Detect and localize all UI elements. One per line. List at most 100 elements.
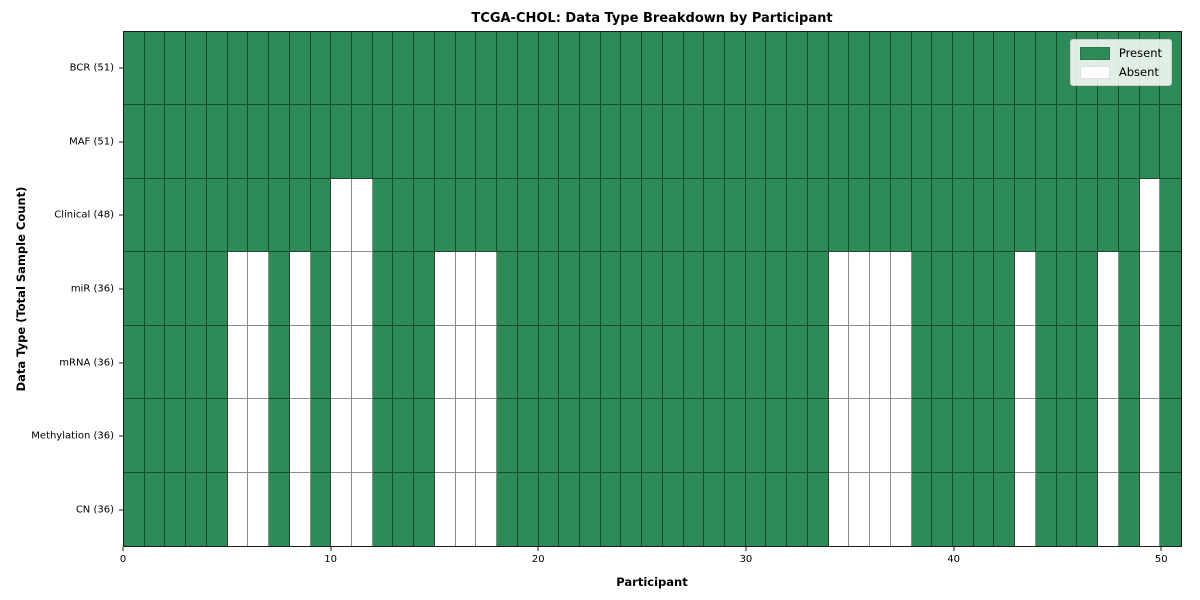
heatmap-cell (932, 472, 954, 546)
heatmap-cell (186, 105, 207, 179)
heatmap-cell (476, 325, 498, 400)
heatmap-cell (538, 178, 560, 253)
y-tick-label: miR (36) (70, 283, 114, 295)
heatmap-cell (600, 252, 622, 326)
heatmap-cell (932, 178, 954, 253)
y-tick-label: MAF (51) (69, 136, 114, 148)
heatmap-cell (911, 178, 933, 253)
heatmap-cell (1139, 472, 1161, 546)
heatmap-cell (1035, 252, 1057, 326)
legend-swatch-present (1079, 46, 1110, 60)
heatmap-cell (227, 105, 249, 179)
heatmap-cell (579, 472, 601, 546)
x-axis-label: Participant (616, 575, 688, 589)
heatmap-cell (787, 325, 808, 400)
heatmap-cell (165, 105, 187, 179)
heatmap-cell (1098, 178, 1119, 253)
heatmap-cell (807, 32, 829, 106)
heatmap-cell (310, 325, 332, 400)
heatmap-cell (227, 32, 249, 106)
heatmap-cell (683, 399, 705, 473)
heatmap-cell (600, 472, 622, 546)
heatmap-cell (1056, 472, 1078, 546)
heatmap-cell (1139, 178, 1161, 253)
heatmap-cell (517, 252, 539, 326)
heatmap-cell (497, 325, 518, 400)
heatmap-cell (911, 32, 933, 106)
y-tick-mark (119, 509, 123, 511)
heatmap-cell (269, 105, 290, 179)
heatmap-cell (393, 472, 415, 546)
heatmap-cell (434, 325, 456, 400)
heatmap-cell (1056, 252, 1078, 326)
heatmap-cell (807, 472, 829, 546)
heatmap-cell (953, 252, 974, 326)
heatmap-cell (372, 399, 394, 473)
heatmap-cell (455, 252, 477, 326)
y-tick-mark (119, 141, 123, 143)
heatmap-cell (973, 105, 995, 179)
heatmap-cell (787, 32, 808, 106)
heatmap-cell (1098, 472, 1119, 546)
heatmap-cell (538, 325, 560, 400)
heatmap-cell (1035, 472, 1057, 546)
heatmap-cell (973, 399, 995, 473)
heatmap-cell (600, 32, 622, 106)
x-tick-mark (330, 547, 332, 551)
heatmap-cell (1139, 252, 1161, 326)
heatmap-cell (1098, 399, 1119, 473)
heatmap-cell (932, 32, 954, 106)
heatmap-cell (559, 325, 580, 400)
heatmap-cell (870, 325, 891, 400)
heatmap-cell (766, 105, 788, 179)
heatmap-cell (745, 32, 767, 106)
legend-label: Absent (1118, 65, 1159, 79)
heatmap-cell (393, 105, 415, 179)
heatmap-cell (704, 32, 726, 106)
heatmap-cell (310, 105, 332, 179)
heatmap-cell (1118, 252, 1140, 326)
heatmap-cell (144, 399, 166, 473)
legend-swatch-absent (1079, 65, 1110, 79)
heatmap-cell (787, 472, 808, 546)
y-axis-ticks: BCR (51) MAF (51) Clinical (48) miR (36) mRN… (0, 31, 123, 547)
heatmap-cell (372, 252, 394, 326)
heatmap-cell (704, 178, 726, 253)
y-tick-mark (119, 362, 123, 364)
heatmap-cell (1015, 105, 1036, 179)
heatmap-cell (1015, 178, 1036, 253)
heatmap-cell (579, 32, 601, 106)
heatmap-cell (1098, 252, 1119, 326)
heatmap-cell (1139, 399, 1161, 473)
heatmap-cell (828, 399, 850, 473)
heatmap-cell (331, 105, 352, 179)
heatmap-cell (124, 325, 145, 400)
heatmap-cell (1160, 325, 1181, 400)
heatmap-cell (621, 178, 643, 253)
heatmap-cell (1160, 105, 1181, 179)
heatmap-cell (828, 252, 850, 326)
heatmap-cell (973, 32, 995, 106)
heatmap-cell (1035, 325, 1057, 400)
heatmap-cell (538, 252, 560, 326)
heatmap-cell (807, 399, 829, 473)
heatmap-cell (227, 472, 249, 546)
heatmap-cell (1118, 399, 1140, 473)
heatmap-cell (517, 32, 539, 106)
heatmap-cell (662, 105, 684, 179)
heatmap-cell (559, 105, 580, 179)
heatmap-cell (269, 325, 290, 400)
heatmap-cell (497, 399, 518, 473)
heatmap-cell (642, 472, 663, 546)
heatmap-cell (973, 325, 995, 400)
heatmap-cell (393, 32, 415, 106)
x-tick-label: 30 (739, 554, 753, 565)
heatmap-cell (124, 178, 145, 253)
chart-title: TCGA-CHOL: Data Type Breakdown by Partic… (471, 11, 833, 26)
heatmap-cell (579, 325, 601, 400)
heatmap-cell (621, 325, 643, 400)
heatmap-cell (144, 105, 166, 179)
heatmap-cell (704, 105, 726, 179)
heatmap-cell (621, 399, 643, 473)
heatmap-cell (269, 472, 290, 546)
